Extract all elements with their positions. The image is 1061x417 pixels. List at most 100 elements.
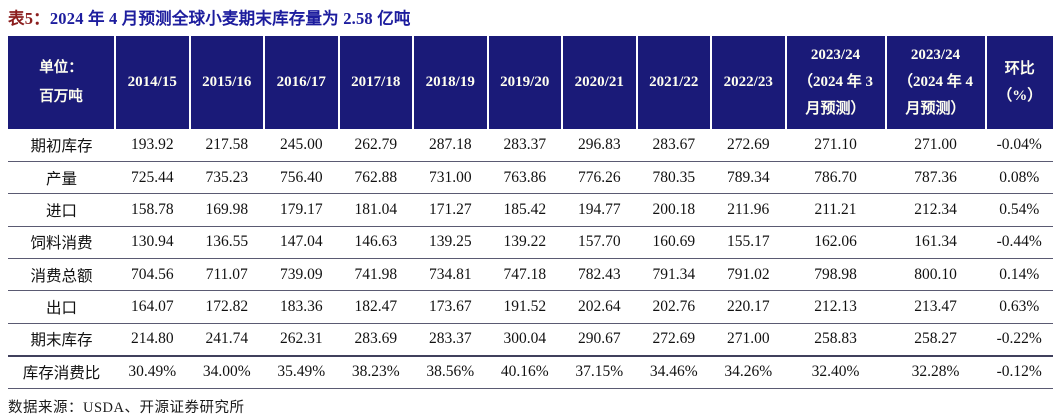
data-source-note: 数据来源：USDA、开源证券研究所	[8, 399, 245, 416]
value-cell: 191.52	[487, 290, 562, 324]
value-cell: 185.42	[487, 193, 562, 227]
value-cell: 262.31	[264, 323, 339, 357]
row-label: 期初库存	[8, 129, 115, 162]
value-cell: 172.82	[189, 290, 264, 324]
value-cell: 283.67	[636, 129, 711, 162]
column-header: 2020/21	[562, 36, 638, 129]
value-cell: 800.10	[885, 258, 986, 292]
column-header: 2021/22	[636, 36, 712, 129]
value-cell: 725.44	[115, 161, 190, 195]
value-cell: 791.02	[711, 258, 786, 292]
row-label: 库存消费比	[8, 354, 115, 389]
value-cell: 786.70	[785, 161, 886, 195]
value-cell: 160.69	[636, 226, 711, 260]
value-cell: 38.23%	[338, 354, 413, 389]
column-header: 2019/20	[487, 36, 563, 129]
value-cell: 161.34	[885, 226, 986, 260]
wheat-stocks-table: 单位： 百万吨 2014/15 2015/16 2016/17 2017/18 2018…	[8, 36, 1053, 389]
value-cell: 211.96	[711, 193, 786, 227]
value-cell: 158.78	[115, 193, 190, 227]
table-title: 表5：2024 年 4 月预测全球小麦期末库存量为 2.58 亿吨	[8, 5, 1053, 29]
column-header: 2023/24 （2024 年 4 月预测）	[885, 36, 987, 129]
table-row: 产量 725.44 735.23 756.40 762.88 731.00 763.86 77…	[8, 161, 1053, 195]
value-cell: 217.58	[189, 129, 264, 162]
value-cell: 183.36	[264, 290, 339, 324]
value-cell: -0.04%	[985, 129, 1053, 162]
value-cell: 271.10	[785, 129, 886, 162]
column-header: 2022/23	[711, 36, 787, 129]
value-cell: 271.00	[885, 129, 986, 162]
value-cell: 756.40	[264, 161, 339, 195]
value-cell: 194.77	[562, 193, 637, 227]
table-row: 饲料消费 130.94 136.55 147.04 146.63 139.25 139.22…	[8, 226, 1053, 260]
value-cell: 169.98	[189, 193, 264, 227]
value-cell: 0.08%	[985, 161, 1053, 195]
table-row: 出口 164.07 172.82 183.36 182.47 173.67 191.52 20…	[8, 290, 1053, 324]
value-cell: 735.23	[189, 161, 264, 195]
value-cell: 193.92	[115, 129, 190, 162]
value-cell: 171.27	[413, 193, 488, 227]
value-cell: 37.15%	[562, 354, 637, 389]
value-cell: 40.16%	[487, 354, 562, 389]
value-cell: 290.67	[562, 323, 637, 357]
value-cell: 780.35	[636, 161, 711, 195]
value-cell: 271.00	[711, 323, 786, 357]
value-cell: 34.00%	[189, 354, 264, 389]
value-cell: 789.34	[711, 161, 786, 195]
value-cell: 38.56%	[413, 354, 488, 389]
value-cell: -0.22%	[985, 323, 1053, 357]
value-cell: 704.56	[115, 258, 190, 292]
column-header: 2018/19	[413, 36, 489, 129]
value-cell: 214.80	[115, 323, 190, 357]
value-cell: 798.98	[785, 258, 886, 292]
row-label: 出口	[8, 290, 115, 324]
value-cell: 272.69	[711, 129, 786, 162]
value-cell: 287.18	[413, 129, 488, 162]
value-cell: 202.76	[636, 290, 711, 324]
value-cell: 213.47	[885, 290, 986, 324]
column-header: 2015/16	[189, 36, 265, 129]
table-row: 消费总额 704.56 711.07 739.09 741.98 734.81 747.18…	[8, 258, 1053, 292]
value-cell: 32.40%	[785, 354, 886, 389]
column-header: 2014/15	[115, 36, 191, 129]
value-cell: -0.44%	[985, 226, 1053, 260]
value-cell: 791.34	[636, 258, 711, 292]
value-cell: 32.28%	[885, 354, 986, 389]
value-cell: 272.69	[636, 323, 711, 357]
value-cell: 212.34	[885, 193, 986, 227]
table-title-prefix: 表5：	[8, 9, 50, 28]
table-body: 期初库存 193.92 217.58 245.00 262.79 287.18 283.37…	[8, 129, 1053, 389]
row-label: 进口	[8, 193, 115, 227]
value-cell: 258.27	[885, 323, 986, 357]
value-cell: 155.17	[711, 226, 786, 260]
value-cell: 162.06	[785, 226, 886, 260]
value-cell: 283.37	[413, 323, 488, 357]
value-cell: 147.04	[264, 226, 339, 260]
value-cell: 139.22	[487, 226, 562, 260]
row-label: 期末库存	[8, 323, 115, 357]
value-cell: 731.00	[413, 161, 488, 195]
value-cell: 296.83	[562, 129, 637, 162]
value-cell: 711.07	[189, 258, 264, 292]
value-cell: 245.00	[264, 129, 339, 162]
value-cell: 283.37	[487, 129, 562, 162]
value-cell: 782.43	[562, 258, 637, 292]
value-cell: 139.25	[413, 226, 488, 260]
value-cell: 258.83	[785, 323, 886, 357]
value-cell: 179.17	[264, 193, 339, 227]
value-cell: 300.04	[487, 323, 562, 357]
value-cell: -0.12%	[985, 354, 1053, 389]
unit-header-cell: 单位： 百万吨	[8, 36, 116, 129]
column-header: 环比 （%）	[985, 36, 1053, 129]
value-cell: 34.26%	[711, 354, 786, 389]
value-cell: 747.18	[487, 258, 562, 292]
value-cell: 34.46%	[636, 354, 711, 389]
value-cell: 211.21	[785, 193, 886, 227]
value-cell: 763.86	[487, 161, 562, 195]
value-cell: 157.70	[562, 226, 637, 260]
value-cell: 130.94	[115, 226, 190, 260]
value-cell: 220.17	[711, 290, 786, 324]
table-row: 进口 158.78 169.98 179.17 181.04 171.27 185.42 19…	[8, 193, 1053, 227]
value-cell: 0.54%	[985, 193, 1053, 227]
value-cell: 35.49%	[264, 354, 339, 389]
